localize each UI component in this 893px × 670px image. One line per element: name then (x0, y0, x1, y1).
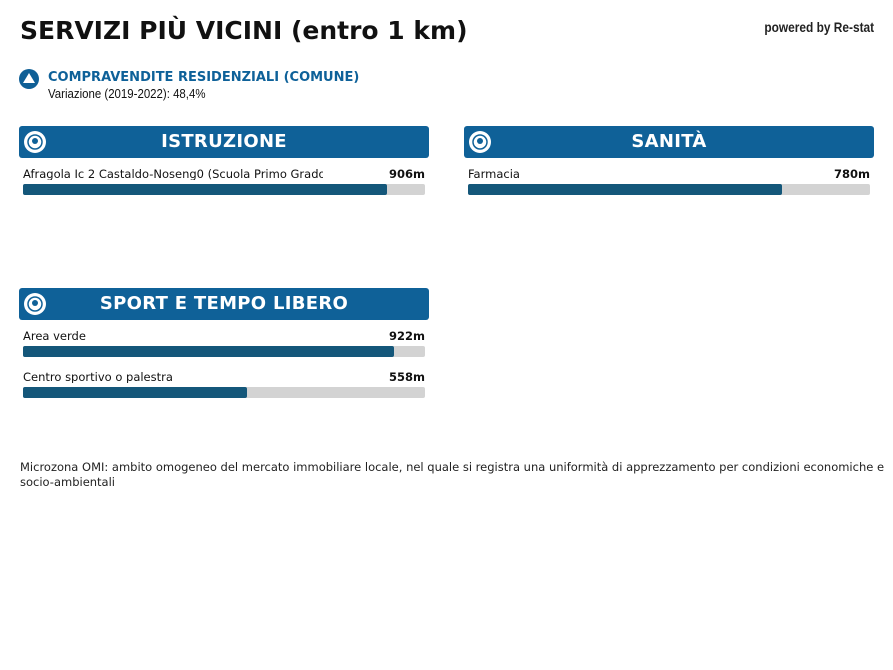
section-title: SPORT E TEMPO LIBERO (99, 293, 349, 314)
section-icon (24, 131, 46, 153)
section-title: ISTRUZIONE (161, 131, 287, 152)
section-header: ISTRUZIONE (19, 126, 429, 158)
service-distance: 558m (389, 370, 425, 384)
service-distance: 922m (389, 329, 425, 343)
market-variation: Variazione (2019-2022): 48,4% (48, 86, 206, 101)
powered-by: powered by Re-stat (764, 19, 874, 35)
distance-bar (23, 184, 388, 195)
service-item: Farmacia 780m (464, 167, 874, 208)
distance-track (468, 184, 870, 195)
service-distance: 780m (834, 167, 870, 181)
market-label: COMPRAVENDITE RESIDENZIALI (COMUNE) (48, 70, 360, 85)
service-name: Area verde (23, 329, 86, 342)
service-name: Centro sportivo o palestra (23, 370, 173, 383)
service-name: Afragola Ic 2 Castaldo-Noseng0 (Scuola P… (23, 167, 323, 180)
section: SPORT E TEMPO LIBERO Area verde 922m Centro… (19, 288, 429, 411)
market-icon (19, 69, 39, 89)
distance-bar (23, 387, 248, 398)
distance-track (23, 346, 425, 357)
section-icon (469, 131, 491, 153)
service-distance: 906m (389, 167, 425, 181)
distance-bar (468, 184, 782, 195)
section-icon (24, 293, 46, 315)
distance-track (23, 387, 425, 398)
section: ISTRUZIONE Afragola Ic 2 Castaldo-Noseng0… (19, 126, 429, 208)
service-name: Farmacia (468, 167, 520, 180)
distance-track (23, 184, 425, 195)
section-title: SANITÀ (631, 131, 707, 152)
service-item: Centro sportivo o palestra 558m (19, 370, 429, 411)
section: SANITÀ Farmacia 780m (464, 126, 874, 208)
footnote: Microzona OMI: ambito omogeneo del merca… (20, 460, 885, 489)
service-item: Area verde 922m (19, 329, 429, 370)
title: SERVIZI PIÙ VICINI (entro 1 km) (20, 16, 468, 45)
service-item: Afragola Ic 2 Castaldo-Noseng0 (Scuola P… (19, 167, 429, 208)
distance-bar (23, 346, 394, 357)
section-header: SPORT E TEMPO LIBERO (19, 288, 429, 320)
section-header: SANITÀ (464, 126, 874, 158)
